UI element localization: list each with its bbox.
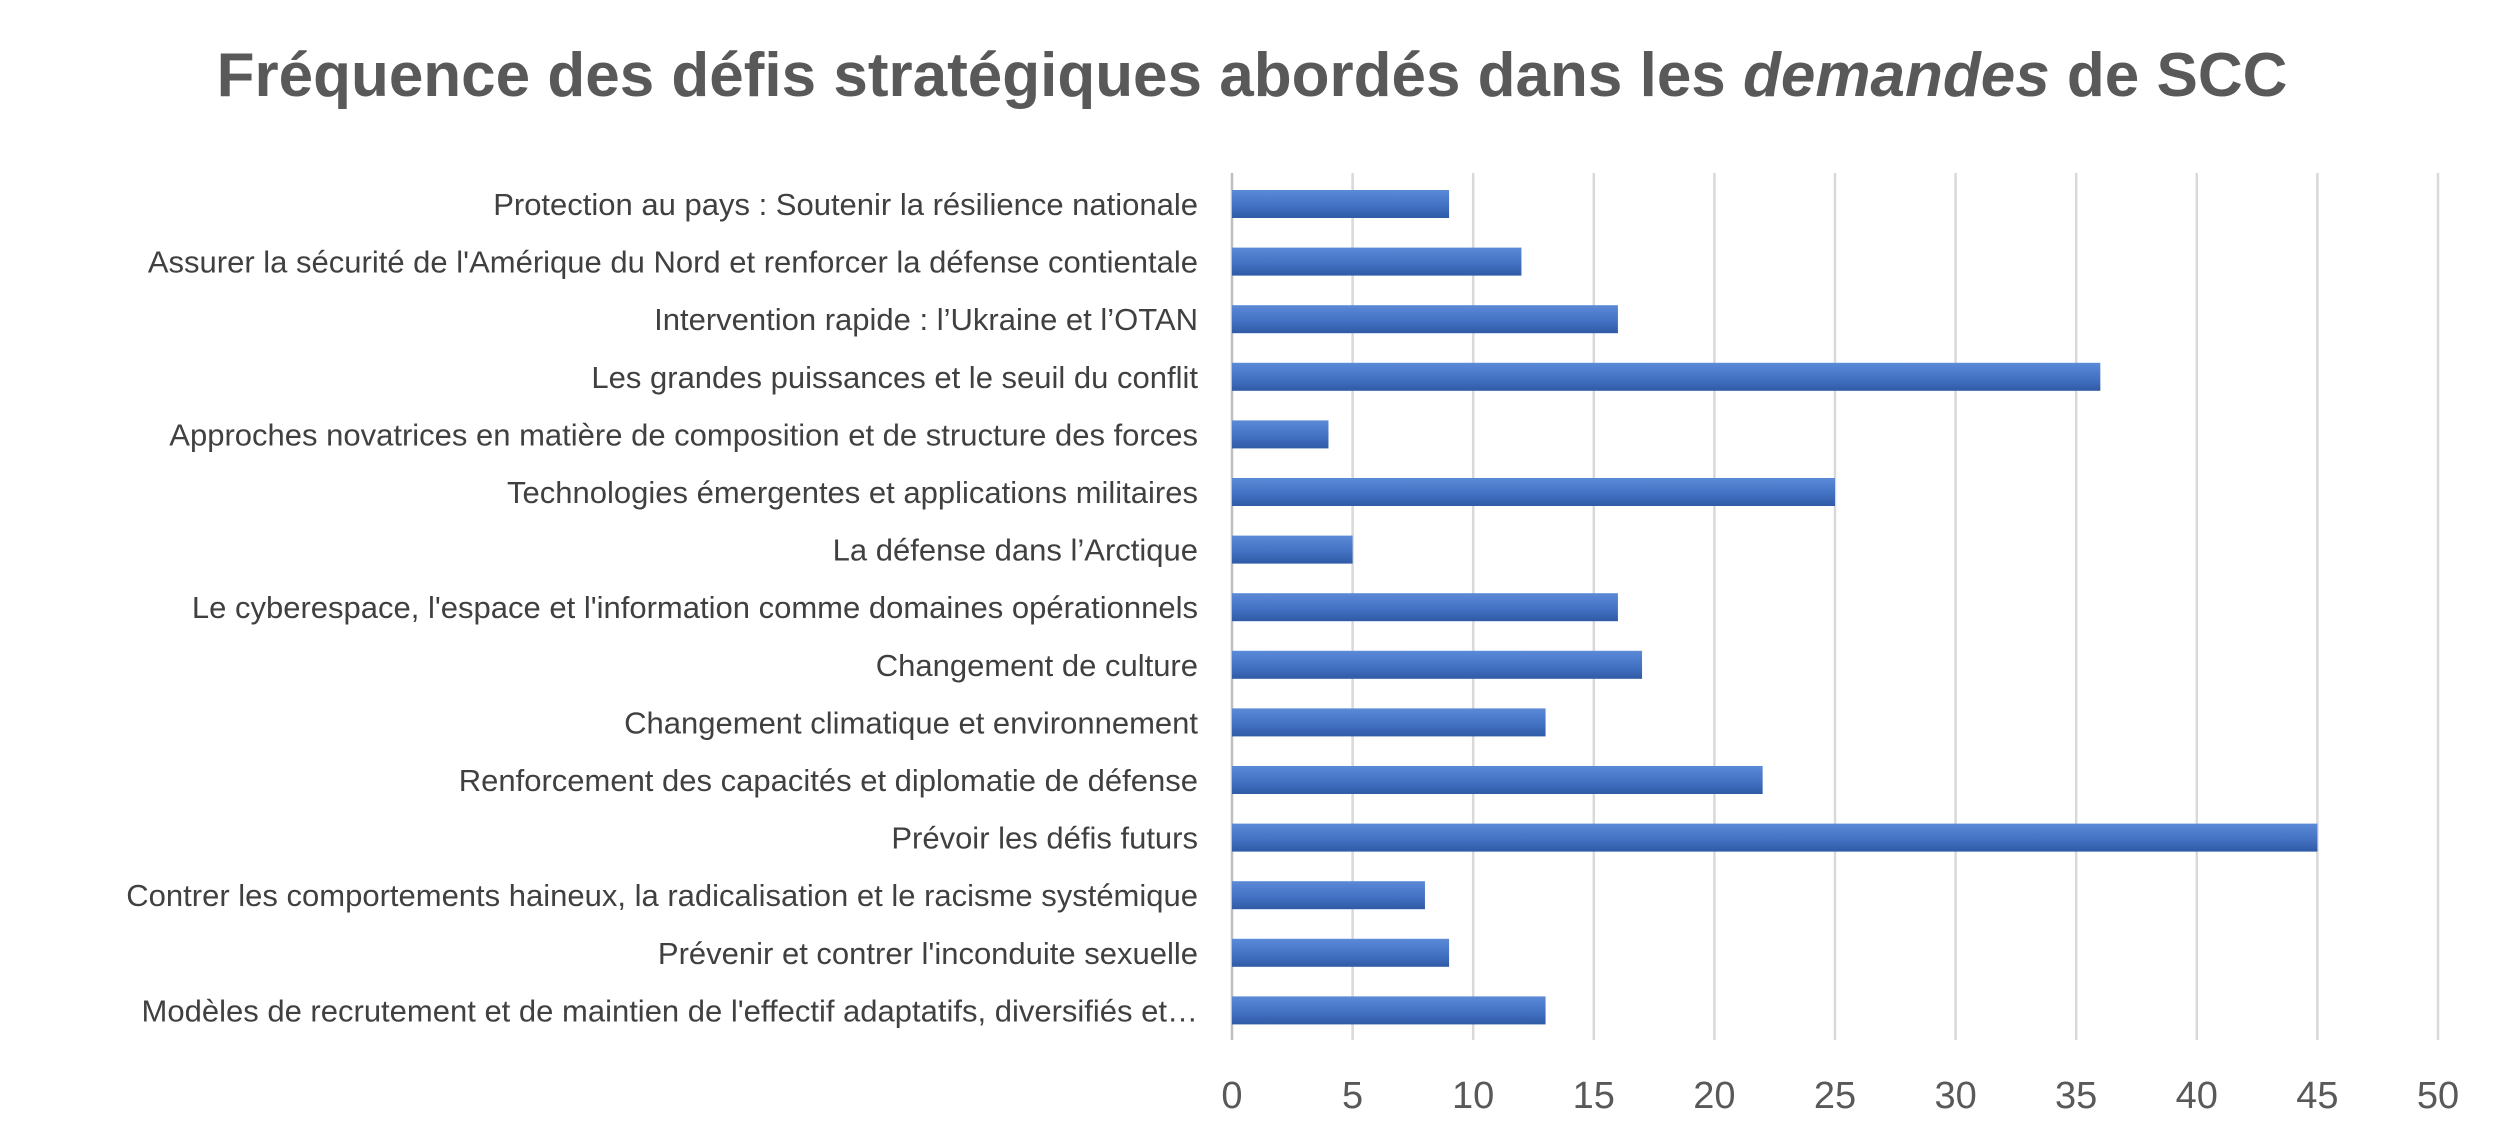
category-label-5: Approches novatrices en matière de compo… bbox=[169, 417, 1198, 452]
bar-1 bbox=[1232, 190, 1450, 218]
x-tick-label-25: 25 bbox=[1814, 1075, 1856, 1117]
category-label-12: Prévoir les défis futurs bbox=[891, 821, 1198, 856]
bar-15 bbox=[1232, 996, 1546, 1025]
category-labels: Protection au pays : Soutenir la résilie… bbox=[126, 187, 1198, 1028]
x-axis-tick-labels: 0 5 10 15 20 25 30 35 40 45 50 bbox=[1221, 1075, 2459, 1117]
x-tick-label-30: 30 bbox=[1934, 1075, 1976, 1117]
category-label-11: Renforcement des capacités et diplomatie… bbox=[459, 763, 1198, 798]
category-label-13: Contrer les comportements haineux, la ra… bbox=[126, 878, 1198, 913]
category-label-4: Les grandes puissances et le seuil du co… bbox=[591, 360, 1198, 395]
x-tick-label-5: 5 bbox=[1342, 1075, 1363, 1117]
x-tick-label-40: 40 bbox=[2176, 1075, 2218, 1117]
category-label-8: Le cyberespace, l'espace et l'informatio… bbox=[192, 590, 1198, 625]
category-label-2: Assurer la sécurité de l'Amérique du Nor… bbox=[148, 245, 1198, 280]
bar-10 bbox=[1232, 708, 1546, 737]
bar-11 bbox=[1232, 766, 1763, 794]
x-tick-label-45: 45 bbox=[2296, 1075, 2338, 1117]
x-tick-label-35: 35 bbox=[2055, 1075, 2097, 1117]
bar-3 bbox=[1232, 305, 1618, 334]
bar-4 bbox=[1232, 362, 2101, 391]
bar-14 bbox=[1232, 938, 1450, 967]
x-tick-label-20: 20 bbox=[1693, 1075, 1735, 1117]
bar-7 bbox=[1232, 535, 1353, 564]
x-tick-label-10: 10 bbox=[1452, 1075, 1494, 1117]
category-label-14: Prévenir et contrer l'inconduite sexuell… bbox=[658, 936, 1198, 971]
bar-12 bbox=[1232, 823, 2318, 852]
category-label-9: Changement de culture bbox=[876, 648, 1198, 683]
bar-6 bbox=[1232, 478, 1835, 506]
bar-5 bbox=[1232, 420, 1329, 449]
category-label-15: Modèles de recrutement et de maintien de… bbox=[142, 993, 1198, 1028]
category-label-10: Changement climatique et environnement bbox=[624, 705, 1198, 740]
bar-9 bbox=[1232, 650, 1643, 679]
x-tick-label-50: 50 bbox=[2417, 1075, 2459, 1117]
bars bbox=[1232, 190, 2318, 1025]
bar-2 bbox=[1232, 247, 1522, 276]
category-label-7: La défense dans l’Arctique bbox=[833, 533, 1198, 568]
chart-title: Fréquence des défis stratégiques abordés… bbox=[217, 41, 2288, 110]
category-label-1: Protection au pays : Soutenir la résilie… bbox=[493, 187, 1198, 222]
bar-13 bbox=[1232, 881, 1425, 910]
x-tick-label-15: 15 bbox=[1573, 1075, 1615, 1117]
category-label-6: Technologies émergentes et applications … bbox=[507, 475, 1198, 510]
bar-8 bbox=[1232, 593, 1618, 622]
x-tick-label-0: 0 bbox=[1221, 1075, 1242, 1117]
category-label-3: Intervention rapide : l’Ukraine et l’OTA… bbox=[654, 302, 1198, 337]
